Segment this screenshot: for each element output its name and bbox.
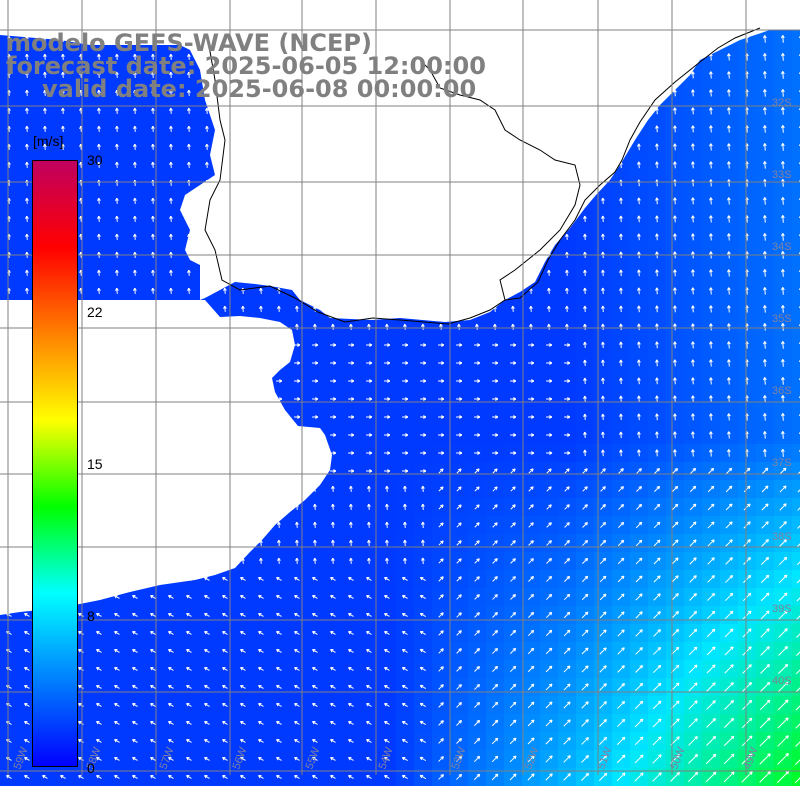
wind-speed-cell [792, 192, 800, 210]
wind-speed-cell [792, 534, 800, 552]
wind-speed-cell [792, 696, 800, 714]
wind-speed-cell [792, 462, 800, 480]
wind-speed-cell [792, 156, 800, 174]
wind-speed-cell [792, 264, 800, 282]
wind-speed-cell [792, 84, 800, 102]
wind-speed-cell [792, 282, 800, 300]
wind-speed-cell [792, 372, 800, 390]
wind-speed-cell [792, 390, 800, 408]
wind-speed-cell [792, 336, 800, 354]
wind-speed-cell [792, 354, 800, 372]
wind-speed-cell [792, 174, 800, 192]
wind-speed-cell [792, 606, 800, 624]
wind-speed-cell [792, 408, 800, 426]
wind-speed-cell [792, 444, 800, 462]
wind-speed-cell [792, 210, 800, 228]
wind-speed-cell [792, 426, 800, 444]
wind-speed-cell [792, 120, 800, 138]
wind-speed-cell [792, 30, 800, 48]
wind-speed-cell [792, 570, 800, 588]
wind-speed-cell [792, 480, 800, 498]
wind-speed-cell [792, 516, 800, 534]
wind-speed-cell [792, 714, 800, 732]
wind-speed-cell [792, 102, 800, 120]
wind-speed-cell [792, 750, 800, 768]
wind-speed-cell [792, 660, 800, 678]
wind-speed-cell [792, 318, 800, 336]
wind-speed-cell [792, 138, 800, 156]
wind-speed-cell [792, 642, 800, 660]
wind-speed-cell [792, 552, 800, 570]
wind-speed-cell [792, 48, 800, 66]
wind-speed-cell [792, 624, 800, 642]
wind-speed-cell [792, 678, 800, 696]
wind-speed-cell [792, 498, 800, 516]
wind-speed-cell [792, 300, 800, 318]
wind-speed-cell [792, 588, 800, 606]
wind-speed-cell [792, 66, 800, 84]
wind-speed-cell [792, 732, 800, 750]
wind-speed-cell [792, 228, 800, 246]
